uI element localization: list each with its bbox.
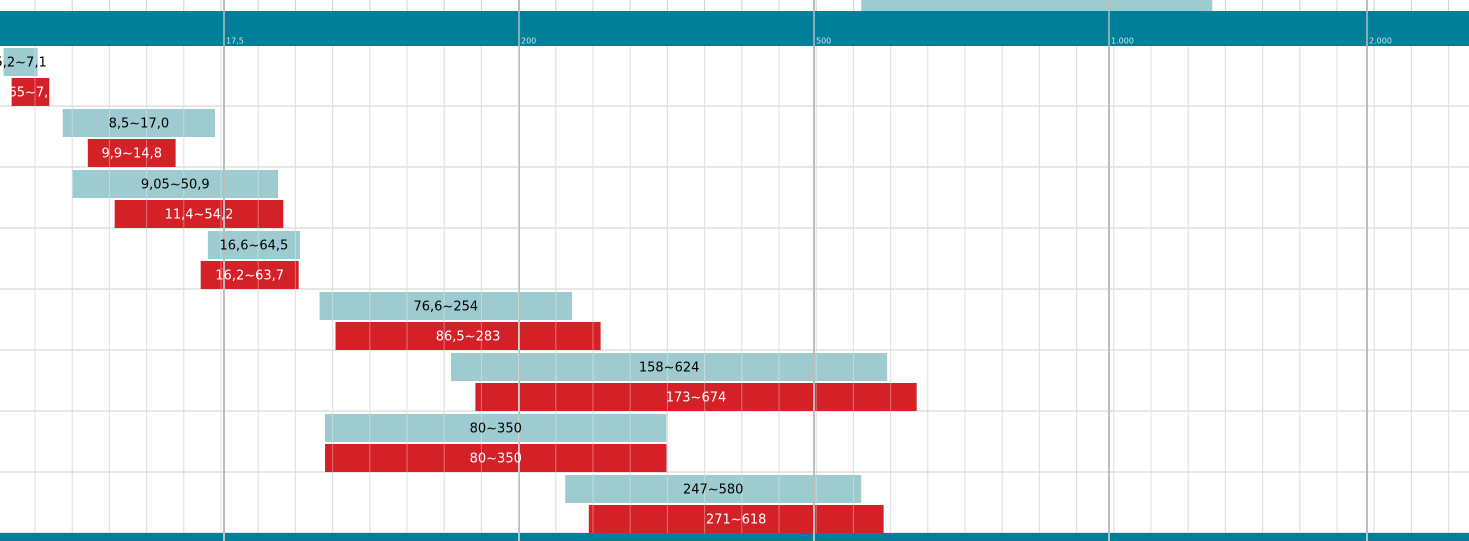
range-bar-teal bbox=[62, 109, 216, 137]
bar-label: 9,9~14,8 bbox=[101, 147, 162, 162]
x-tick-label: 200 bbox=[521, 37, 536, 46]
bar-label: 173~674 bbox=[666, 391, 727, 406]
range-bar-red bbox=[11, 78, 50, 106]
x-tick-label: 1.000 bbox=[1111, 37, 1134, 46]
range-bar-red bbox=[114, 200, 284, 228]
bar-label: 80~350 bbox=[470, 452, 522, 467]
bar-label: 16,2~63,7 bbox=[215, 269, 284, 284]
x-tick-label: 500 bbox=[816, 37, 831, 46]
bar-label: 271~618 bbox=[706, 513, 767, 528]
axis-band bbox=[0, 11, 1469, 46]
bar-label: 5,2~7,1 bbox=[0, 56, 47, 71]
bar-label: 11,4~54,2 bbox=[165, 208, 234, 223]
clipped-bar bbox=[861, 0, 1213, 11]
bar-label: 158~624 bbox=[639, 361, 700, 376]
range-bar-red bbox=[475, 383, 917, 411]
bar-label: 5,65~7,75 bbox=[0, 86, 65, 101]
x-tick-label: 2.000 bbox=[1369, 37, 1392, 46]
range-bar-teal bbox=[3, 48, 38, 76]
range-bar-red bbox=[200, 261, 299, 289]
range-bar-teal bbox=[325, 414, 667, 442]
range-bar-red bbox=[87, 139, 176, 167]
bar-label: 247~580 bbox=[683, 483, 744, 498]
bar-label: 86,5~283 bbox=[436, 330, 501, 345]
range-bar-teal bbox=[565, 475, 862, 503]
range-bar-red bbox=[335, 322, 601, 350]
x-tick-label: 17,5 bbox=[226, 37, 244, 46]
bar-label: 16,6~64,5 bbox=[220, 239, 289, 254]
bottom-band bbox=[0, 533, 1469, 541]
range-bar-red bbox=[588, 505, 884, 533]
bar-label: 80~350 bbox=[470, 422, 522, 437]
bar-label: 9,05~50,9 bbox=[141, 178, 210, 193]
range-bar-teal bbox=[319, 292, 573, 320]
bar-label: 76,6~254 bbox=[413, 300, 478, 315]
range-bar-teal bbox=[72, 170, 278, 198]
range-bar-red bbox=[325, 444, 667, 472]
bar-label: 8,5~17,0 bbox=[109, 117, 170, 132]
